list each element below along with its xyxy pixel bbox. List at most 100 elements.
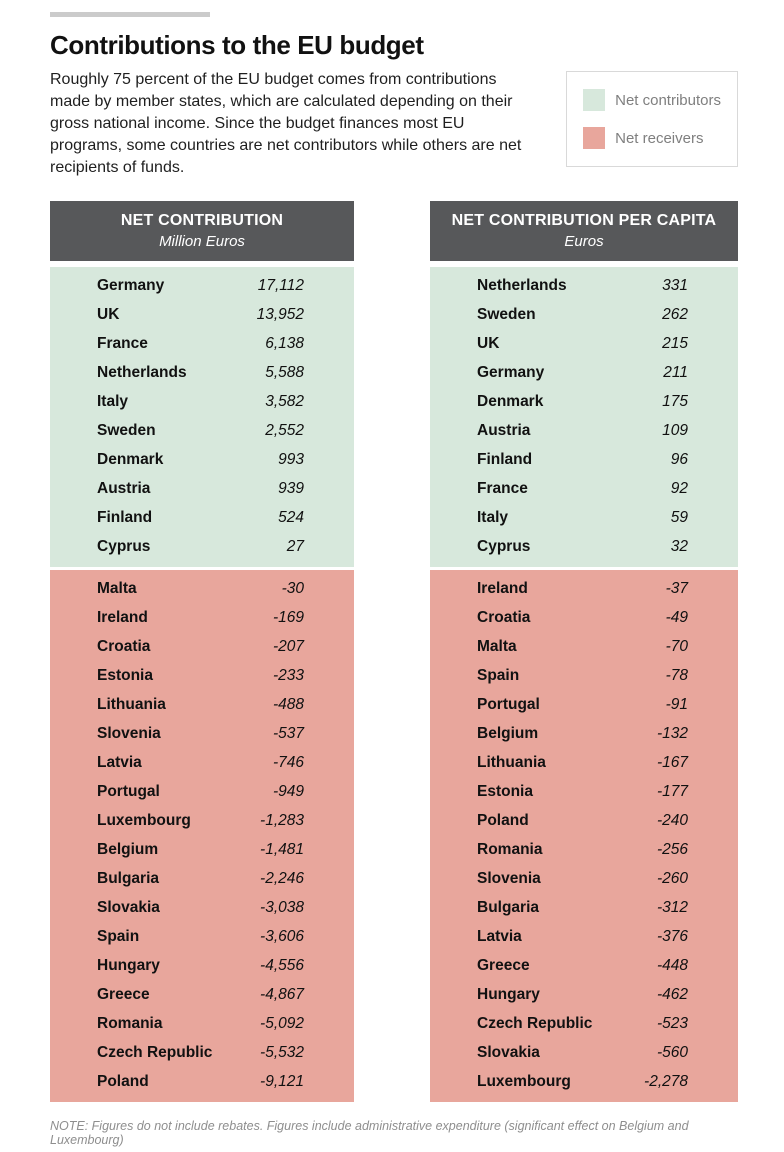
table-row: Belgium -1,481 xyxy=(50,836,354,865)
value-label: -2,278 xyxy=(644,1073,688,1091)
value-label: 524 xyxy=(278,509,304,527)
table-header: NET CONTRIBUTION Million Euros xyxy=(50,200,354,261)
table-row: Greece -4,867 xyxy=(50,981,354,1010)
table-row: Poland -9,121 xyxy=(50,1068,354,1097)
country-label: Belgium xyxy=(477,725,539,743)
country-label: Latvia xyxy=(97,754,142,772)
table-row: Austria 939 xyxy=(50,475,354,504)
value-label: -4,867 xyxy=(260,986,304,1004)
country-label: Slovakia xyxy=(97,899,160,917)
country-label: Malta xyxy=(477,638,517,656)
country-label: Hungary xyxy=(97,957,160,975)
table-row: Ireland -169 xyxy=(50,604,354,633)
value-label: 27 xyxy=(286,538,304,556)
country-label: UK xyxy=(477,335,500,353)
country-label: Croatia xyxy=(97,638,151,656)
value-label: 109 xyxy=(662,422,688,440)
country-label: Spain xyxy=(477,667,520,685)
table-row: Croatia -49 xyxy=(430,604,738,633)
table-row: Malta -30 xyxy=(50,575,354,604)
net-receivers-swatch xyxy=(583,127,606,149)
country-label: Bulgaria xyxy=(477,899,540,917)
country-label: Denmark xyxy=(97,451,164,469)
table-row: Germany 17,112 xyxy=(50,272,354,301)
legend-item-contributors: Net contributors xyxy=(583,89,721,111)
decorative-bar xyxy=(50,12,210,17)
footer: NOTE: Figures do not include rebates. Fi… xyxy=(50,1119,738,1152)
value-label: -207 xyxy=(272,638,304,656)
contributors-section: Netherlands 331 Sweden 262 UK 215 Germany 211 De… xyxy=(430,266,738,567)
table-row: Latvia -746 xyxy=(50,749,354,778)
table-row: Sweden 262 xyxy=(430,301,738,330)
legend-item-receivers: Net receivers xyxy=(583,127,721,149)
country-label: Finland xyxy=(97,509,153,527)
country-label: Netherlands xyxy=(477,277,567,295)
country-label: Austria xyxy=(97,480,151,498)
receivers-section: Malta -30 Ireland -169 Croatia -207 Estonia -23… xyxy=(50,569,354,1102)
legend-label: Net receivers xyxy=(615,129,704,147)
value-label: 331 xyxy=(662,277,688,295)
value-label: -233 xyxy=(272,667,304,685)
table-row: Romania -256 xyxy=(430,836,738,865)
value-label: 13,952 xyxy=(256,306,304,324)
value-label: -240 xyxy=(656,812,688,830)
table-row: Romania -5,092 xyxy=(50,1010,354,1039)
table-row: Hungary -4,556 xyxy=(50,952,354,981)
legend: Net contributors Net receivers xyxy=(566,71,738,167)
tables-container: NET CONTRIBUTION Million Euros Germany 17… xyxy=(50,200,738,1102)
country-label: Ireland xyxy=(97,609,148,627)
value-label: 939 xyxy=(278,480,304,498)
table-row: Finland 524 xyxy=(50,504,354,533)
table-row: Portugal -949 xyxy=(50,778,354,807)
country-label: Slovenia xyxy=(477,870,541,888)
table-row: Cyprus 27 xyxy=(50,533,354,562)
country-label: Austria xyxy=(477,422,531,440)
value-label: -2,246 xyxy=(260,870,304,888)
value-label: 215 xyxy=(662,335,688,353)
country-label: Slovenia xyxy=(97,725,161,743)
country-label: Denmark xyxy=(477,393,544,411)
page-title: Contributions to the EU budget xyxy=(50,30,424,60)
country-label: Slovakia xyxy=(477,1044,540,1062)
country-label: Ireland xyxy=(477,580,528,598)
net-contribution-per-capita-table: NET CONTRIBUTION PER CAPITA Euros Nether… xyxy=(430,200,738,1102)
table-row: Cyprus 32 xyxy=(430,533,738,562)
country-label: Spain xyxy=(97,928,140,946)
value-label: -312 xyxy=(656,899,688,917)
value-label: -523 xyxy=(656,1015,688,1033)
country-label: Luxembourg xyxy=(477,1073,571,1091)
table-row: Lithuania -488 xyxy=(50,691,354,720)
table-row: Greece -448 xyxy=(430,952,738,981)
value-label: 92 xyxy=(670,480,688,498)
table-row: France 6,138 xyxy=(50,330,354,359)
value-label: 96 xyxy=(670,451,688,469)
table-row: France 92 xyxy=(430,475,738,504)
country-label: Latvia xyxy=(477,928,522,946)
table-row: Italy 59 xyxy=(430,504,738,533)
country-label: Romania xyxy=(97,1015,163,1033)
table-row: Latvia -376 xyxy=(430,923,738,952)
value-label: -167 xyxy=(656,754,688,772)
table-row: Estonia -233 xyxy=(50,662,354,691)
table-row: UK 13,952 xyxy=(50,301,354,330)
country-label: Italy xyxy=(477,509,509,527)
value-label: -78 xyxy=(665,667,688,685)
table-row: Hungary -462 xyxy=(430,981,738,1010)
table-title: NET CONTRIBUTION xyxy=(120,211,284,229)
table-row: Netherlands 5,588 xyxy=(50,359,354,388)
table-row: Belgium -132 xyxy=(430,720,738,749)
country-label: Czech Republic xyxy=(477,1015,593,1033)
value-label: 211 xyxy=(663,364,688,382)
country-label: UK xyxy=(97,306,120,324)
country-label: Croatia xyxy=(477,609,531,627)
value-label: 17,112 xyxy=(257,277,304,295)
value-label: -537 xyxy=(272,725,304,743)
net-contributors-swatch xyxy=(583,89,606,111)
value-label: -949 xyxy=(272,783,304,801)
contributors-section: Germany 17,112 UK 13,952 France 6,138 Netherla… xyxy=(50,266,354,567)
value-label: 6,138 xyxy=(265,335,304,353)
value-label: -260 xyxy=(656,870,688,888)
legend-label: Net contributors xyxy=(615,91,721,109)
table-row: Malta -70 xyxy=(430,633,738,662)
value-label: -1,481 xyxy=(260,841,304,859)
